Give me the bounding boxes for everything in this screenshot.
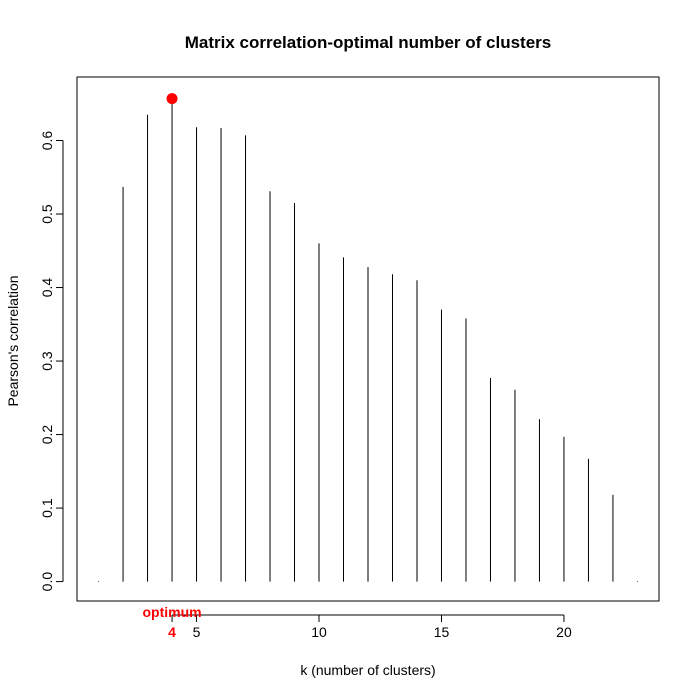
y-axis: 0.0 0.1 0.2 0.3 0.4 0.5 0.6	[39, 131, 64, 592]
y-tick-label: 0.6	[39, 131, 55, 151]
plot-box	[76, 76, 660, 602]
y-tick-label: 0.1	[39, 498, 55, 518]
optimum-k-label: 4	[168, 624, 176, 640]
x-axis: 5 10 15 20	[172, 614, 572, 640]
x-tick-label: 15	[434, 624, 450, 640]
x-tick-label: 5	[193, 624, 201, 640]
y-tick-label: 0.4	[39, 278, 55, 298]
optimum-label: optimum	[142, 604, 201, 620]
y-axis-label: Pearson's correlation	[5, 275, 21, 406]
x-tick-label: 20	[556, 624, 572, 640]
y-tick-label: 0.2	[39, 425, 55, 445]
optimum-point	[166, 93, 178, 105]
x-tick-label: 10	[311, 624, 327, 640]
y-tick-label: 0.3	[39, 351, 55, 371]
x-axis-label: k (number of clusters)	[300, 662, 435, 678]
bars-group	[98, 98, 638, 582]
y-tick-label: 0.0	[39, 572, 55, 592]
y-tick-label: 0.5	[39, 204, 55, 224]
optimum-annotation: optimum 4	[142, 93, 202, 640]
chart-title: Matrix correlation-optimal number of clu…	[185, 33, 552, 52]
